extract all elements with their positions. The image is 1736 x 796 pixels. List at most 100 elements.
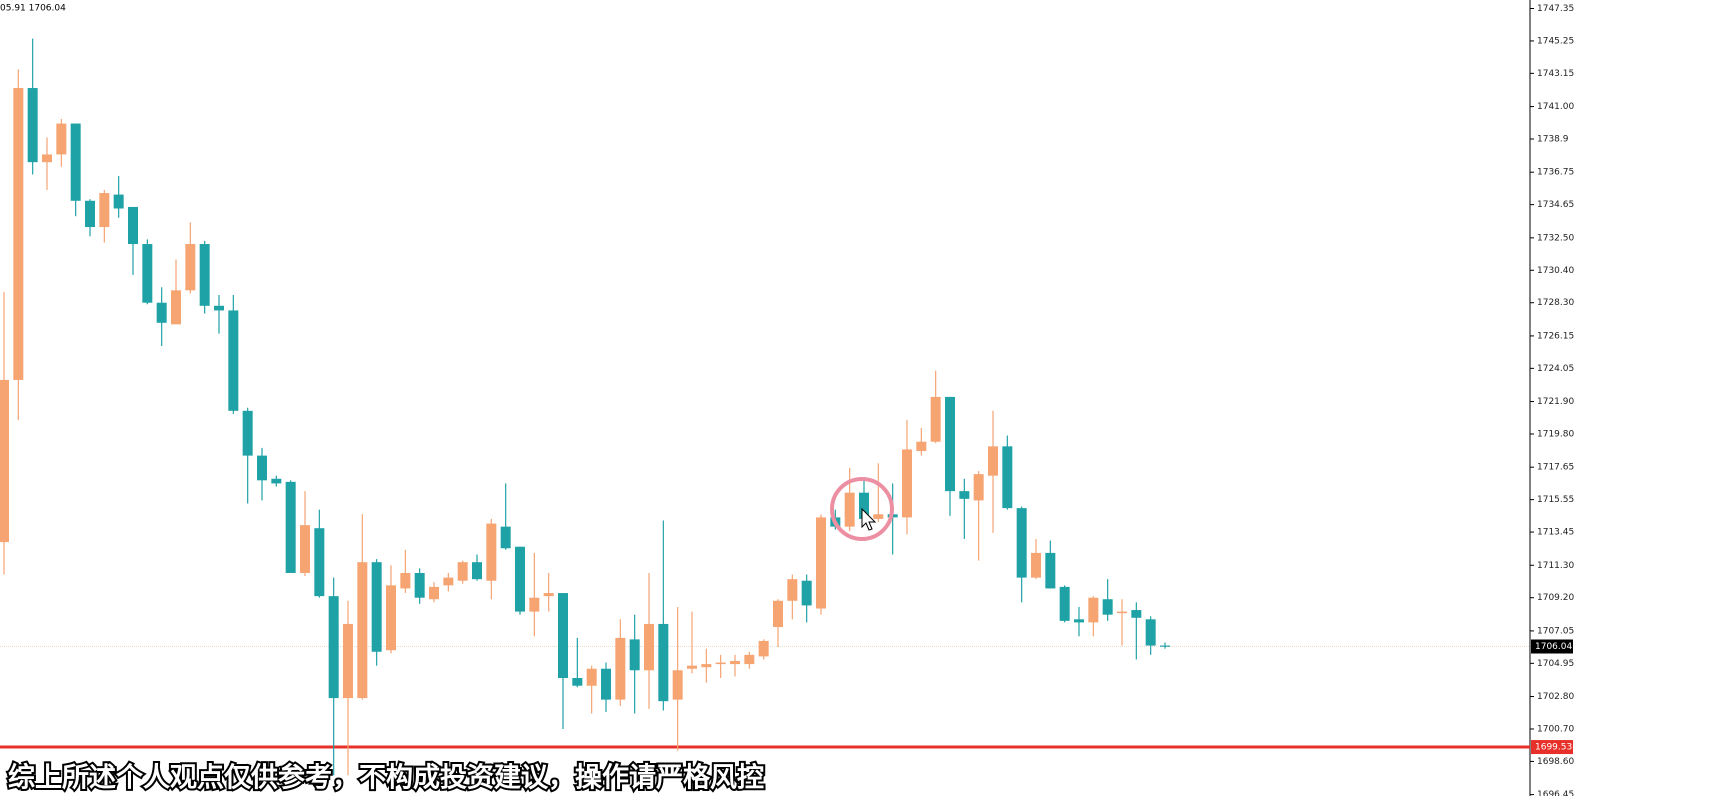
candle-body xyxy=(99,193,110,228)
candle-body xyxy=(214,305,224,311)
candle-body xyxy=(1031,552,1041,578)
candle-body xyxy=(930,396,941,442)
y-tick-label: 1707.05 xyxy=(1537,626,1574,636)
price-label-box xyxy=(1531,639,1573,654)
candle-body xyxy=(959,491,970,499)
candle-body xyxy=(586,668,597,686)
candle-body xyxy=(859,492,869,519)
candle-body xyxy=(515,546,525,612)
candle-body xyxy=(1117,611,1127,614)
candle-body xyxy=(787,579,798,601)
candle-body xyxy=(988,446,998,476)
candle-body xyxy=(285,481,296,573)
candle-body xyxy=(629,639,640,671)
candle-body xyxy=(1160,645,1170,647)
y-tick-label: 1741.00 xyxy=(1537,102,1574,112)
price-label: 1699.53 xyxy=(1535,743,1572,753)
candle-body xyxy=(500,526,511,549)
candle-body xyxy=(916,441,927,451)
y-tick-label: 1734.65 xyxy=(1537,200,1574,210)
candle-body xyxy=(142,244,153,303)
candle-body xyxy=(529,597,540,612)
candle-body xyxy=(128,206,138,245)
candle-body xyxy=(744,654,755,665)
candle-body xyxy=(558,593,568,679)
candle-body xyxy=(1102,599,1113,615)
candle-body xyxy=(0,379,9,543)
y-tick-label: 1698.60 xyxy=(1537,757,1574,767)
candle-body xyxy=(257,455,267,481)
candle-body xyxy=(400,572,411,589)
y-tick-label: 1736.75 xyxy=(1537,168,1574,178)
y-tick-label: 1728.30 xyxy=(1537,298,1574,308)
candle-body xyxy=(414,572,425,598)
y-tick-label: 1726.15 xyxy=(1537,331,1574,341)
y-tick-label: 1732.50 xyxy=(1537,233,1574,243)
candle-body xyxy=(343,623,353,699)
candle-body xyxy=(1074,619,1084,623)
candle-body xyxy=(715,662,726,665)
y-tick-label: 1743.15 xyxy=(1537,69,1574,79)
candle-body xyxy=(42,154,52,163)
candle-body xyxy=(1088,597,1099,623)
candle-body xyxy=(156,302,167,323)
y-tick-label: 1715.55 xyxy=(1537,495,1574,505)
candle-body xyxy=(242,410,253,456)
candle-body xyxy=(758,640,769,657)
candle-body xyxy=(644,623,654,671)
candle-body xyxy=(472,562,482,580)
candle-body xyxy=(386,585,396,651)
y-tick-label: 1730.40 xyxy=(1537,266,1574,276)
y-tick-label: 1747.35 xyxy=(1537,4,1574,14)
chart-title: 05.91 1706.04 xyxy=(0,4,66,14)
candle-body xyxy=(13,88,24,380)
y-tick-label: 1700.70 xyxy=(1537,724,1574,734)
candle-body xyxy=(773,600,783,628)
price-label: 1706.04 xyxy=(1535,642,1572,652)
caption: 综上所述个人观点仅供参考，不构成投资建议，操作请严格风控 xyxy=(8,762,764,794)
candle-body xyxy=(357,562,368,699)
candle-body xyxy=(429,586,439,600)
candle-body xyxy=(27,88,38,163)
candle-body xyxy=(601,668,611,700)
candle-body xyxy=(70,123,81,201)
candle-body xyxy=(658,623,669,702)
candle-body xyxy=(945,396,955,492)
candle-body xyxy=(486,523,497,581)
y-tick-label: 1738.9 xyxy=(1537,134,1569,144)
candle-body xyxy=(973,474,984,501)
y-tick-label: 1711.30 xyxy=(1537,561,1574,571)
price-label-box xyxy=(1531,740,1573,755)
candle-body xyxy=(873,514,884,519)
candle-body xyxy=(672,670,683,700)
y-tick-label: 1745.25 xyxy=(1537,36,1574,46)
candle-body xyxy=(85,200,95,228)
candle-body xyxy=(113,194,124,209)
candle-body xyxy=(199,244,210,306)
candle-body xyxy=(730,661,740,665)
y-tick-label: 1713.45 xyxy=(1537,528,1574,538)
candle-body xyxy=(371,562,382,652)
candle-body xyxy=(1131,610,1142,618)
candle-body xyxy=(572,678,583,686)
y-tick-label: 1704.95 xyxy=(1537,659,1574,669)
candle-body xyxy=(314,528,325,597)
candle-body xyxy=(300,525,310,573)
candle-body xyxy=(1016,508,1027,578)
cursor-arrow xyxy=(861,507,877,531)
candle-body xyxy=(56,123,67,155)
y-tick-label: 1724.05 xyxy=(1537,364,1574,374)
plot-area: 1747.35 1745.25 1743.15 1741.00 1738.9 1736.7… xyxy=(0,4,1574,796)
candle-body xyxy=(185,244,196,291)
candle-body xyxy=(443,577,454,586)
candle-body xyxy=(457,562,468,581)
candle-body xyxy=(171,290,181,325)
candle-body xyxy=(844,492,855,527)
y-tick-label: 1696.45 xyxy=(1537,790,1574,796)
candle-body xyxy=(816,517,826,609)
candle-body xyxy=(1045,552,1056,589)
y-tick-label: 1702.80 xyxy=(1537,692,1574,702)
y-tick-label: 1721.90 xyxy=(1537,397,1574,407)
